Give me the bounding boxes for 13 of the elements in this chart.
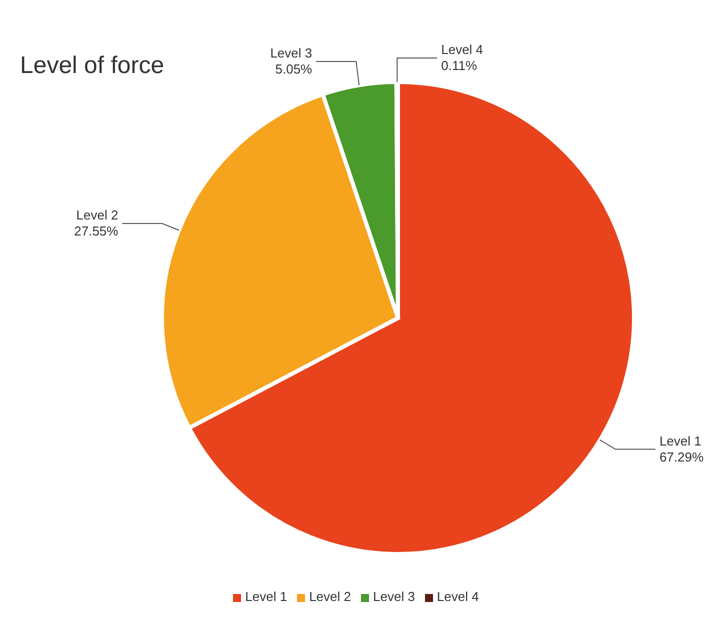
legend-label: Level 2 — [309, 589, 351, 604]
data-label: 0.11% — [441, 58, 478, 73]
data-label: 67.29% — [659, 449, 704, 464]
legend-label: Level 3 — [373, 589, 415, 604]
data-label: 5.05% — [275, 61, 313, 76]
data-label: 27.55% — [74, 224, 119, 239]
slice-label: Level 2 — [76, 208, 118, 223]
slice-label: Level 4 — [441, 42, 484, 57]
slice-label: Level 1 — [659, 433, 702, 448]
slice-label: Level 3 — [270, 45, 312, 60]
legend-label: Level 1 — [245, 589, 288, 604]
chart-title: Level of force — [20, 52, 164, 80]
legend-label: Level 4 — [436, 589, 479, 604]
